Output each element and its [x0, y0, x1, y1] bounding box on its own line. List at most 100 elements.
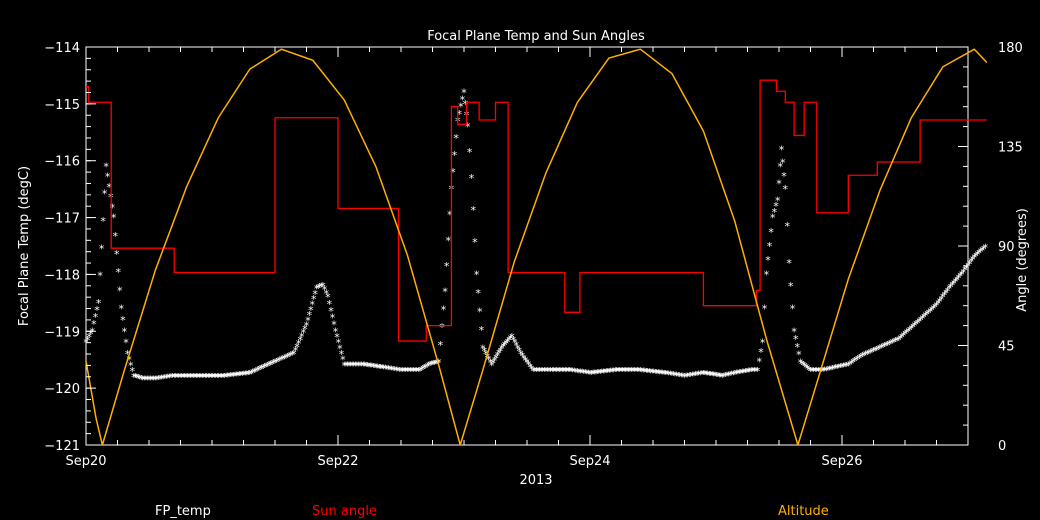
fp-temp-point-555: * — [932, 301, 938, 314]
fp-temp-point-113: * — [254, 365, 260, 378]
fp-temp-point-302: * — [543, 365, 549, 378]
fp-temp-point-414: * — [712, 370, 718, 383]
fp-temp-point-516: * — [871, 345, 877, 358]
fp-temp-point-350: * — [615, 365, 621, 378]
fp-temp-point-216: * — [412, 365, 418, 378]
fp-temp-point-520: * — [877, 342, 883, 355]
fp-temp-point-283: * — [514, 340, 520, 353]
fp-temp-point-58: * — [173, 371, 179, 384]
fp-temp-point-415: * — [714, 370, 720, 383]
fp-temp-point-141: * — [297, 334, 303, 347]
fp-temp-point-282: * — [512, 337, 518, 350]
fp-temp-point-362: * — [633, 365, 639, 378]
fp-temp-point-344: * — [607, 366, 613, 379]
fp-temp-point-439: * — [750, 365, 756, 378]
fp-temp-point-265: * — [488, 357, 494, 370]
fp-temp-point-133: * — [285, 351, 291, 364]
fp-temp-point-42: * — [148, 374, 154, 387]
fp-temp-point-551: * — [926, 307, 932, 320]
fp-temp-point-274: * — [500, 341, 506, 354]
fp-temp-point-123: * — [269, 358, 275, 371]
fp-temp-point-83: * — [210, 371, 216, 384]
fp-temp-point-496: * — [839, 361, 845, 374]
fp-temp-point-461: * — [784, 220, 790, 233]
fp-temp-point-541: * — [910, 321, 916, 334]
fp-temp-point-363: * — [635, 365, 641, 378]
fp-temp-point-86: * — [214, 371, 220, 384]
fp-temp-point-435: * — [744, 366, 750, 379]
fp-temp-point-183: * — [362, 360, 368, 373]
fp-temp-point-280: * — [509, 331, 515, 344]
fp-temp-point-50: * — [160, 372, 166, 385]
fp-temp-point-278: * — [506, 334, 512, 347]
fp-temp-point-419: * — [720, 371, 726, 384]
fp-temp-point-194: * — [378, 362, 384, 375]
fp-temp-point-287: * — [520, 350, 526, 363]
fp-temp-point-184: * — [363, 360, 369, 373]
fp-temp-point-436: * — [746, 366, 752, 379]
fp-temp-point-209: * — [401, 365, 407, 378]
fp-temp-point-228: * — [430, 358, 436, 371]
fp-temp-point-203: * — [392, 364, 398, 377]
y-left-tick-label-2: −119 — [44, 325, 80, 340]
fp-temp-point-522: * — [880, 341, 886, 354]
fp-temp-point-198: * — [384, 363, 390, 376]
fp-temp-point-252: * — [467, 146, 473, 159]
fp-temp-point-224: * — [425, 360, 431, 373]
fp-temp-point-87: * — [216, 371, 222, 384]
fp-temp-point-251: * — [465, 121, 471, 134]
y-left-tick-label-7: −114 — [44, 41, 80, 56]
fp-temp-point-354: * — [621, 365, 627, 378]
fp-temp-point-297: * — [535, 365, 541, 378]
fp-temp-point-398: * — [688, 370, 694, 383]
fp-temp-point-204: * — [394, 364, 400, 377]
fp-temp-point-539: * — [907, 324, 913, 337]
fp-temp-point-342: * — [604, 366, 610, 379]
fp-temp-point-413: * — [711, 369, 717, 382]
fp-temp-point-534: * — [899, 331, 905, 344]
fp-temp-point-404: * — [698, 368, 704, 381]
fp-temp-point-120: * — [265, 360, 271, 373]
fp-temp-point-167: * — [337, 342, 343, 355]
fp-temp-point-318: * — [567, 365, 573, 378]
fp-temp-point-300: * — [540, 365, 546, 378]
fp-temp-point-98: * — [232, 370, 238, 383]
fp-temp-point-285: * — [516, 345, 522, 358]
fp-temp-point-1: * — [85, 334, 91, 347]
fp-temp-point-73: * — [195, 371, 201, 384]
fp-temp-point-545: * — [916, 315, 922, 328]
fp-temp-point-331: * — [587, 368, 593, 381]
fp-temp-point-165: * — [334, 331, 340, 344]
fp-temp-point-15: * — [106, 181, 112, 194]
fp-temp-point-502: * — [849, 357, 855, 370]
fp-temp-point-375: * — [652, 367, 658, 380]
fp-temp-point-304: * — [546, 365, 552, 378]
fp-temp-point-405: * — [699, 368, 705, 381]
fp-temp-point-138: * — [293, 344, 299, 357]
fp-temp-point-257: * — [475, 287, 481, 300]
fp-temp-point-383: * — [664, 368, 670, 381]
fp-temp-point-334: * — [592, 367, 598, 380]
fp-temp-point-202: * — [390, 364, 396, 377]
fp-temp-point-303: * — [545, 365, 551, 378]
fp-temp-point-2: * — [86, 331, 92, 344]
y-axis-label-left: Focal Plane Temp (degC) — [17, 166, 32, 326]
fp-temp-point-479: * — [812, 365, 818, 378]
fp-temp-point-260: * — [480, 342, 486, 355]
fp-temp-point-528: * — [890, 337, 896, 350]
fp-temp-point-513: * — [866, 347, 872, 360]
fp-temp-point-59: * — [174, 371, 180, 384]
fp-temp-point-397: * — [686, 370, 692, 383]
fp-temp-point-195: * — [379, 362, 385, 375]
y-left-tick-label-1: −120 — [44, 382, 80, 397]
fp-temp-point-553: * — [929, 304, 935, 317]
fp-temp-point-70: * — [191, 371, 197, 384]
fp-temp-point-259: * — [479, 324, 485, 337]
x-tick-label-0: Sep20 — [65, 454, 106, 469]
fp-temp-point-454: * — [775, 195, 781, 208]
fp-temp-point-272: * — [498, 345, 504, 358]
fp-temp-point-341: * — [602, 366, 608, 379]
fp-temp-point-78: * — [203, 371, 209, 384]
fp-temp-point-399: * — [690, 370, 696, 383]
